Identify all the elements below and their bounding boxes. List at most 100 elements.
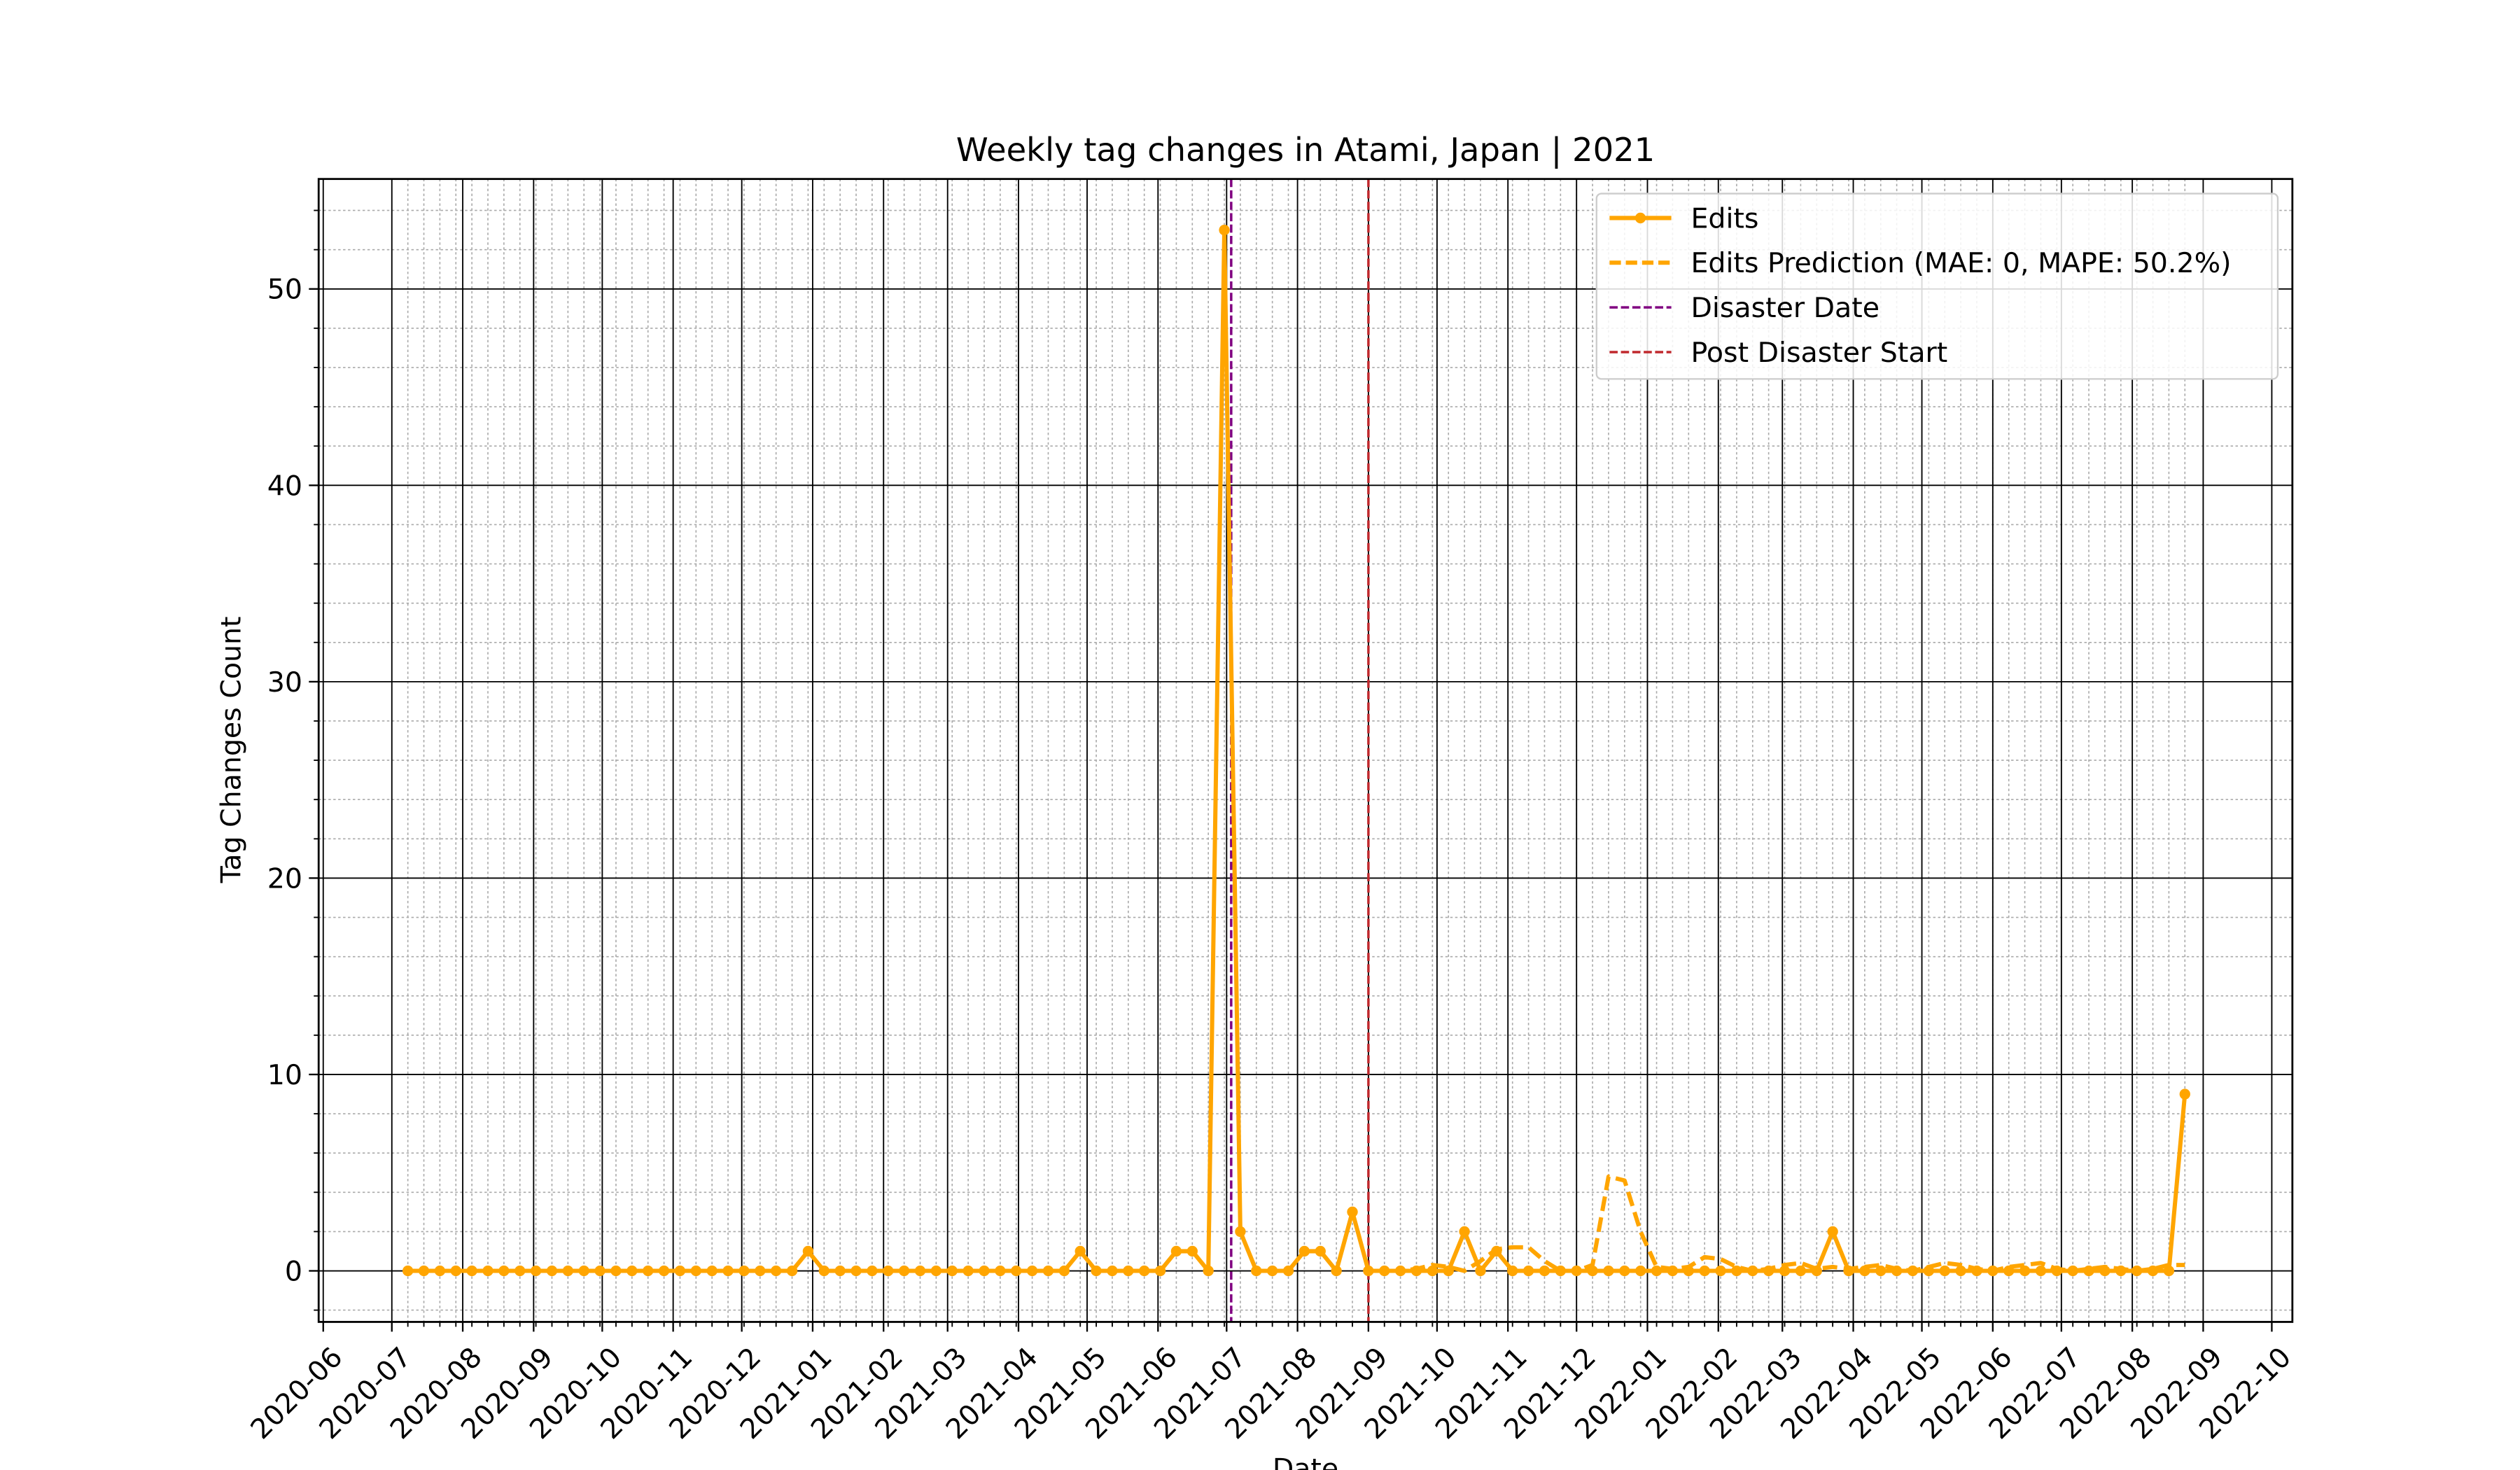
data-point	[930, 1265, 942, 1277]
data-point	[482, 1265, 493, 1277]
data-point	[1459, 1226, 1470, 1238]
data-point	[1107, 1265, 1118, 1277]
data-point	[418, 1265, 430, 1277]
data-point	[818, 1265, 830, 1277]
data-point	[771, 1265, 782, 1277]
data-point	[1619, 1265, 1630, 1277]
data-point	[1731, 1265, 1742, 1277]
data-point	[1026, 1265, 1038, 1277]
data-point	[786, 1265, 798, 1277]
y-axis-label: Tag Changes Count	[216, 617, 248, 884]
data-point	[530, 1265, 542, 1277]
data-point	[1235, 1226, 1246, 1238]
data-point	[562, 1265, 574, 1277]
data-point	[2147, 1265, 2159, 1277]
data-point	[658, 1265, 670, 1277]
data-point	[706, 1265, 718, 1277]
legend-label: Edits Prediction (MAE: 0, MAPE: 50.2%)	[1690, 247, 2231, 279]
data-point	[738, 1265, 750, 1277]
legend-box	[1595, 192, 2279, 380]
data-point	[995, 1265, 1006, 1277]
y-tick-label: 50	[267, 274, 302, 306]
data-point	[1939, 1265, 1950, 1277]
data-point	[1042, 1265, 1054, 1277]
legend: Edits Edits Prediction (MAE: 0, MAPE: 50.…	[1595, 192, 2279, 380]
data-point	[1331, 1265, 1342, 1277]
data-point	[674, 1265, 686, 1277]
data-point	[578, 1265, 589, 1277]
data-point	[1170, 1245, 1182, 1257]
data-point	[2035, 1265, 2047, 1277]
data-point	[546, 1265, 558, 1277]
data-point	[1795, 1265, 1807, 1277]
data-point	[1475, 1265, 1486, 1277]
data-point	[1139, 1265, 1150, 1277]
data-point	[2083, 1265, 2094, 1277]
data-point	[834, 1265, 846, 1277]
data-point	[610, 1265, 622, 1277]
data-point	[1011, 1265, 1022, 1277]
data-point	[2179, 1088, 2190, 1100]
legend-label: Edits	[1690, 202, 1758, 234]
data-point	[1219, 224, 1230, 236]
data-point	[1443, 1265, 1454, 1277]
data-point	[1715, 1265, 1726, 1277]
data-point	[626, 1265, 638, 1277]
data-point	[643, 1265, 654, 1277]
y-tick-label: 0	[285, 1255, 302, 1287]
data-point	[1522, 1265, 1534, 1277]
data-point	[1186, 1245, 1198, 1257]
data-point	[1955, 1265, 1966, 1277]
data-point	[1427, 1265, 1438, 1277]
data-point	[1779, 1265, 1791, 1277]
y-tick-label: 30	[267, 666, 302, 699]
data-point	[690, 1265, 701, 1277]
plot-frame	[317, 178, 2294, 1323]
data-point	[1635, 1265, 1646, 1277]
data-point	[962, 1265, 974, 1277]
data-point	[402, 1265, 414, 1277]
y-tick-label: 40	[267, 470, 302, 502]
data-point	[1203, 1265, 1214, 1277]
data-point	[594, 1265, 606, 1277]
data-point	[1091, 1265, 1102, 1277]
data-point	[2163, 1265, 2175, 1277]
data-point	[946, 1265, 958, 1277]
data-point	[498, 1265, 510, 1277]
data-point	[1539, 1265, 1550, 1277]
legend-marker	[1634, 212, 1646, 224]
data-point	[722, 1265, 734, 1277]
chart-title: Weekly tag changes in Atami, Japan | 202…	[956, 131, 1655, 169]
x-axis-label: Date	[1273, 1452, 1338, 1470]
data-point	[979, 1265, 990, 1277]
data-point	[1827, 1226, 1838, 1238]
data-point	[850, 1265, 862, 1277]
data-point	[1058, 1265, 1070, 1277]
data-point	[1507, 1265, 1518, 1277]
data-point	[802, 1245, 814, 1257]
data-point	[2019, 1265, 2031, 1277]
legend-label: Post Disaster Start	[1690, 337, 1947, 369]
data-point	[755, 1265, 766, 1277]
data-point	[1154, 1265, 1166, 1277]
data-point	[1266, 1265, 1278, 1277]
data-point	[1651, 1265, 1662, 1277]
data-point	[1699, 1265, 1710, 1277]
legend-label: Disaster Date	[1690, 292, 1879, 324]
data-point	[1251, 1265, 1262, 1277]
data-point	[1315, 1245, 1326, 1257]
data-point	[898, 1265, 910, 1277]
y-tick-label: 20	[267, 862, 302, 895]
data-point	[1282, 1265, 1294, 1277]
y-tick-label: 10	[267, 1059, 302, 1091]
data-point	[1298, 1245, 1310, 1257]
data-point	[914, 1265, 926, 1277]
data-point	[514, 1265, 526, 1277]
data-point	[1603, 1265, 1614, 1277]
data-point	[434, 1265, 446, 1277]
data-point	[1123, 1265, 1134, 1277]
data-point	[466, 1265, 477, 1277]
data-point	[1347, 1206, 1358, 1218]
